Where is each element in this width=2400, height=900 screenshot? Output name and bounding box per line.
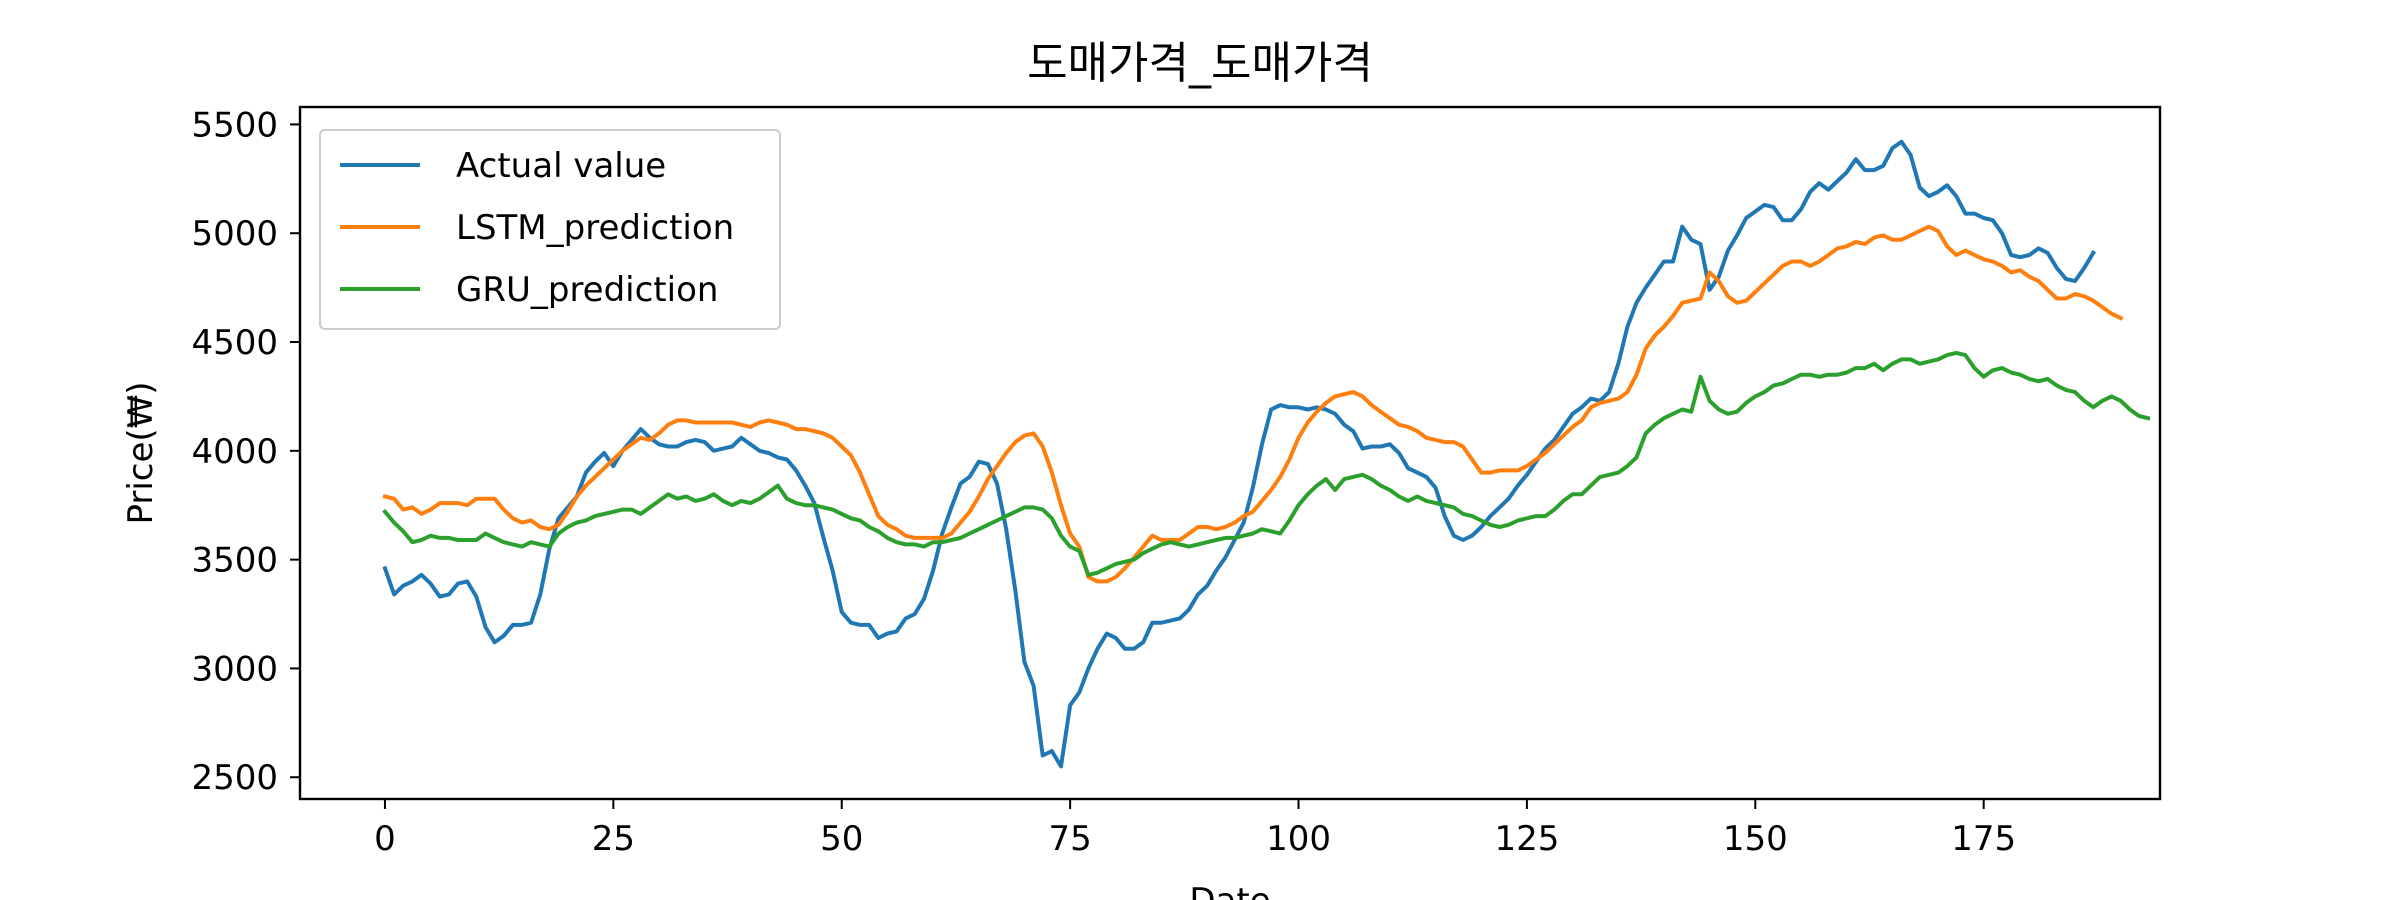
x-tick-label: 100 <box>1266 819 1331 859</box>
series-line-actual-value <box>382 139 2097 769</box>
series-points-1 <box>384 226 2121 582</box>
legend-label: Actual value <box>456 146 666 186</box>
x-tick-label: 0 <box>374 819 396 859</box>
y-tick-label: 4000 <box>191 432 278 472</box>
y-axis-label: Price(₩) <box>121 381 161 524</box>
x-tick-label: 50 <box>820 819 863 859</box>
x-axis-label: Date <box>1189 881 1270 900</box>
legend-label: LSTM_prediction <box>456 208 734 248</box>
y-tick-label: 4500 <box>191 323 278 363</box>
x-tick-label: 175 <box>1951 819 2016 859</box>
series-line-gru-prediction <box>382 350 2151 577</box>
series-points-2 <box>384 352 2149 575</box>
y-tick-label: 5000 <box>191 214 278 254</box>
x-tick-label: 25 <box>592 819 635 859</box>
x-tick-label: 150 <box>1723 819 1788 859</box>
y-tick-label: 5500 <box>191 105 278 145</box>
legend: Actual value LSTM_prediction GRU_predictio… <box>319 129 781 330</box>
y-tick-label: 3500 <box>191 541 278 581</box>
x-tick-label: 125 <box>1494 819 1559 859</box>
chart-title: 도매가격_도매가격 <box>1027 38 1373 89</box>
y-axis: 2500 3000 3500 4000 4500 5000 5500 <box>191 105 300 798</box>
y-tick-label: 3000 <box>191 649 278 689</box>
plot-area <box>382 139 2151 769</box>
axes-frame <box>298 105 2162 801</box>
legend-box <box>319 129 781 330</box>
y-tick-label: 2500 <box>191 758 278 798</box>
x-tick-label: 75 <box>1048 819 1091 859</box>
x-axis: 0 25 50 75 100 125 150 175 <box>374 799 2016 859</box>
series-points-0 <box>384 141 2094 767</box>
legend-label: GRU_prediction <box>456 270 718 310</box>
